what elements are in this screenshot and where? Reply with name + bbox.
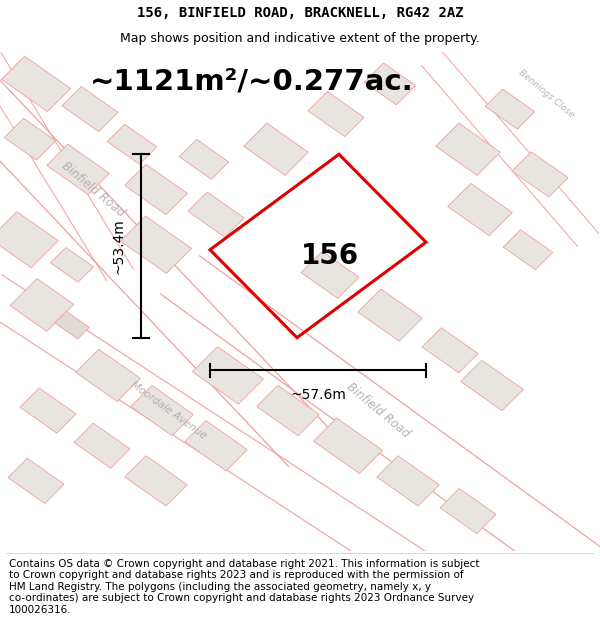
Text: Map shows position and indicative extent of the property.: Map shows position and indicative extent… — [120, 31, 480, 44]
Polygon shape — [107, 124, 157, 164]
Polygon shape — [485, 89, 535, 129]
Polygon shape — [440, 489, 496, 534]
Polygon shape — [257, 386, 319, 436]
Polygon shape — [125, 456, 187, 506]
Polygon shape — [125, 164, 187, 214]
Polygon shape — [4, 118, 56, 160]
Polygon shape — [503, 230, 553, 270]
Polygon shape — [461, 360, 523, 411]
Polygon shape — [422, 328, 478, 372]
Polygon shape — [76, 349, 140, 401]
Polygon shape — [8, 458, 64, 504]
Polygon shape — [512, 152, 568, 197]
Polygon shape — [0, 275, 464, 606]
Text: 156: 156 — [301, 242, 359, 270]
Polygon shape — [358, 289, 422, 341]
Polygon shape — [301, 251, 359, 298]
Text: Binfield Road: Binfield Road — [59, 159, 127, 219]
Polygon shape — [448, 184, 512, 236]
Polygon shape — [179, 139, 229, 179]
Polygon shape — [364, 63, 416, 105]
Text: 156, BINFIELD ROAD, BRACKNELL, RG42 2AZ: 156, BINFIELD ROAD, BRACKNELL, RG42 2AZ — [137, 6, 463, 20]
Polygon shape — [244, 123, 308, 176]
Polygon shape — [377, 456, 439, 506]
Polygon shape — [121, 216, 191, 273]
Polygon shape — [74, 423, 130, 468]
Polygon shape — [47, 144, 109, 194]
Text: Binfield Road: Binfield Road — [344, 381, 412, 441]
Polygon shape — [0, 53, 133, 281]
Polygon shape — [0, 73, 335, 466]
Text: ~1121m²/~0.277ac.: ~1121m²/~0.277ac. — [90, 68, 414, 96]
Polygon shape — [0, 212, 58, 268]
Text: Bennings Close: Bennings Close — [517, 68, 575, 119]
Polygon shape — [160, 256, 600, 621]
Text: Moordale Avenue: Moordale Avenue — [128, 380, 208, 441]
Polygon shape — [193, 347, 263, 404]
Polygon shape — [313, 418, 383, 473]
Text: ~53.4m: ~53.4m — [111, 218, 125, 274]
Polygon shape — [62, 86, 118, 132]
Polygon shape — [131, 386, 193, 436]
Polygon shape — [55, 311, 89, 339]
Polygon shape — [50, 248, 94, 282]
Polygon shape — [188, 192, 244, 237]
Polygon shape — [308, 91, 364, 137]
Polygon shape — [20, 388, 76, 433]
Text: ~57.6m: ~57.6m — [290, 389, 346, 402]
Text: Contains OS data © Crown copyright and database right 2021. This information is : Contains OS data © Crown copyright and d… — [9, 559, 479, 615]
Polygon shape — [185, 421, 247, 471]
Polygon shape — [10, 279, 74, 331]
Polygon shape — [436, 123, 500, 176]
Polygon shape — [421, 52, 599, 246]
Polygon shape — [1, 56, 71, 112]
